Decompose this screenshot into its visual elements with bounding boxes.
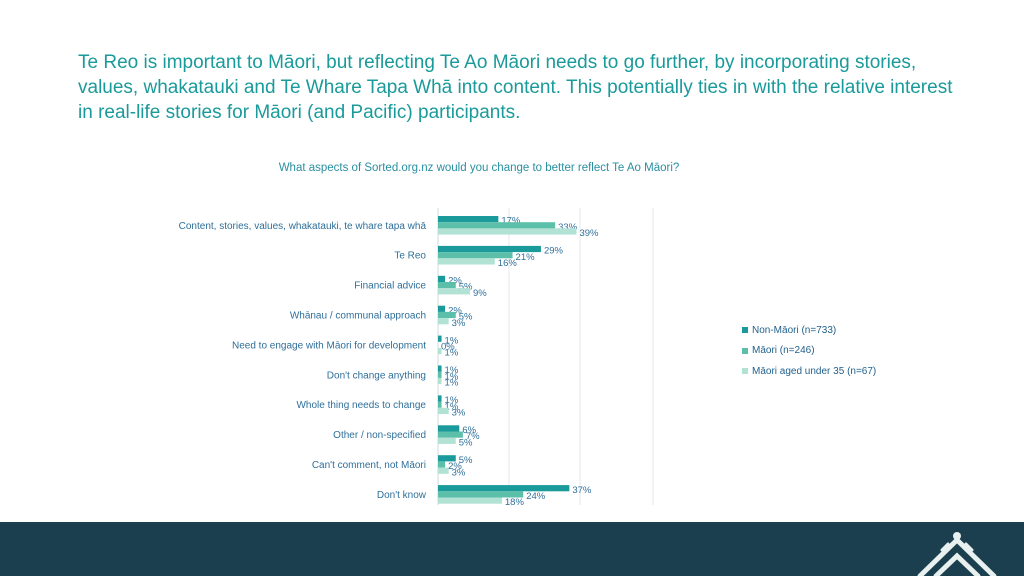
footer-band <box>0 522 1024 576</box>
data-label: 1% <box>445 371 459 382</box>
data-label: 5% <box>459 437 473 448</box>
bar <box>438 377 442 385</box>
data-label: 24% <box>526 491 546 502</box>
data-label: 3% <box>452 408 466 419</box>
data-label: 9% <box>473 288 487 299</box>
data-label: 1% <box>445 348 459 359</box>
data-label: 3% <box>452 318 466 329</box>
data-label: 16% <box>498 258 518 269</box>
data-label: 5% <box>459 312 473 323</box>
category-label: Other / non-specified <box>333 430 426 441</box>
data-label: 29% <box>544 246 564 257</box>
data-label: 2% <box>448 305 462 316</box>
bar <box>438 282 456 289</box>
chart-title: What aspects of Sorted.org.nz would you … <box>278 162 680 174</box>
bar <box>438 491 524 498</box>
category-label: Need to engage with Māori for developmen… <box>232 340 426 351</box>
bar <box>438 437 456 444</box>
data-label: 1% <box>445 395 459 406</box>
bar <box>438 305 446 312</box>
legend-swatch <box>742 347 748 354</box>
bar <box>438 467 449 474</box>
bar <box>438 252 513 259</box>
bar <box>438 335 442 342</box>
bar <box>438 371 442 378</box>
data-label: 2% <box>448 461 462 472</box>
headline: Te Reo is important to Māori, but reflec… <box>78 52 953 123</box>
bar <box>438 407 449 414</box>
data-label: 1% <box>445 401 459 412</box>
bar <box>438 258 495 265</box>
category-label: Don't know <box>377 490 427 501</box>
data-label: 37% <box>572 485 592 496</box>
category-label: Can't comment, not Māori <box>312 460 426 471</box>
bar <box>438 431 463 438</box>
category-label: Content, stories, values, whakatauki, te… <box>179 221 427 232</box>
data-label: 3% <box>452 467 466 478</box>
category-label: Te Reo <box>394 251 426 262</box>
category-label: Financial advice <box>354 281 426 292</box>
legend-swatch <box>742 327 748 334</box>
legend-label: Māori (n=246) <box>752 345 815 357</box>
data-label: 1% <box>445 378 459 389</box>
data-label: 1% <box>445 365 459 376</box>
legend-item-maori: Māori (n=246) <box>742 341 876 362</box>
bar <box>438 395 442 402</box>
data-label: 5% <box>459 455 473 466</box>
bar <box>438 222 556 229</box>
legend-swatch <box>742 368 748 375</box>
bar <box>438 365 442 372</box>
bar <box>438 461 446 468</box>
data-label: 0% <box>441 342 455 353</box>
data-label: 33% <box>558 222 578 233</box>
data-label: 39% <box>579 228 599 239</box>
data-label: 2% <box>448 276 462 287</box>
bar <box>438 401 442 408</box>
legend-label: Non-Māori (n=733) <box>752 324 837 336</box>
data-label: 18% <box>505 497 525 508</box>
legend-item-non-maori: Non-Māori (n=733) <box>742 320 876 341</box>
bar-chart: Content, stories, values, whakatauki, te… <box>179 208 654 508</box>
bar <box>438 455 456 462</box>
bar <box>438 288 470 295</box>
data-label: 6% <box>462 425 476 436</box>
category-label: Whānau / communal approach <box>290 311 426 322</box>
bar <box>438 318 449 325</box>
bar <box>438 216 499 223</box>
bar <box>438 425 460 432</box>
bar <box>438 245 541 253</box>
legend: Non-Māori (n=733) Māori (n=246) Māori ag… <box>742 320 876 382</box>
category-label: Don't change anything <box>327 370 426 381</box>
data-label: 21% <box>516 252 536 263</box>
bar <box>438 485 570 492</box>
data-label: 7% <box>466 431 480 442</box>
bar <box>438 275 446 282</box>
data-label: 17% <box>501 216 521 227</box>
bar <box>438 497 502 504</box>
legend-item-maori-under-35: Māori aged under 35 (n=67) <box>742 361 876 382</box>
bar <box>438 228 577 235</box>
bar <box>438 348 442 355</box>
brand-logo-icon <box>917 532 997 576</box>
data-label: 5% <box>459 282 473 293</box>
category-label: Whole thing needs to change <box>296 400 426 411</box>
data-label: 1% <box>445 335 459 346</box>
legend-label: Māori aged under 35 (n=67) <box>752 365 877 377</box>
bar <box>438 311 456 319</box>
